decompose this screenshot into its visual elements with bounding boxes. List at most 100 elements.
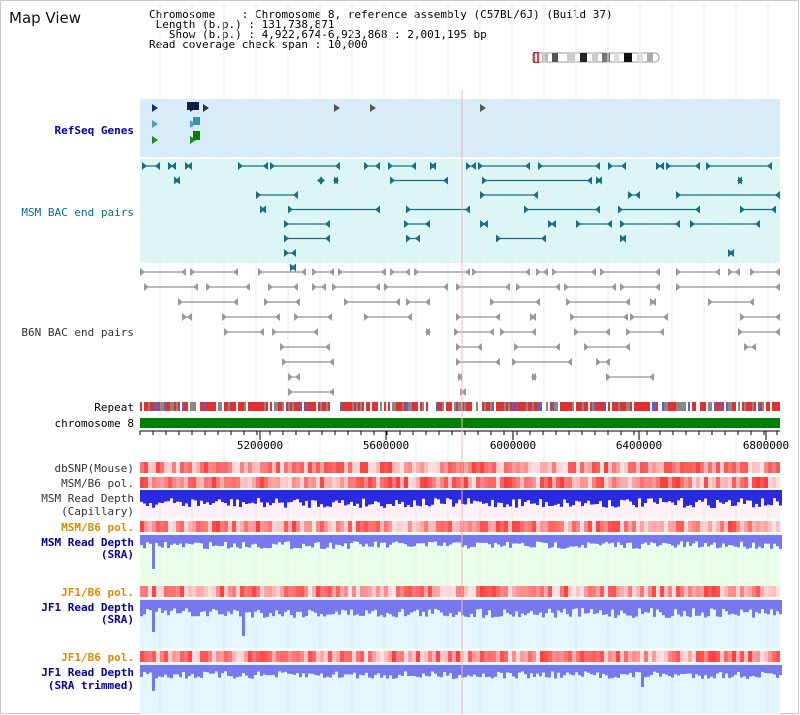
chromosome-label[interactable]: chromosome 8 bbox=[54, 417, 134, 430]
msm-capillary-depth-bar bbox=[311, 490, 314, 501]
jf1-b6-pol-heat-cell bbox=[284, 586, 288, 597]
msm-b6-pol-sra-heat-cell bbox=[204, 521, 208, 532]
msm-b6-pol-sra-heat-cell bbox=[144, 521, 148, 532]
jf1-sra-depth-bar bbox=[299, 600, 302, 612]
jf1-b6-pol-trimmed-heat-cell bbox=[208, 651, 212, 662]
msm-read-depth-sra-label[interactable]: MSM Read Depth bbox=[41, 536, 134, 549]
jf1-b6-pol-heat-cell bbox=[252, 586, 256, 597]
msm-b6-pol-heat-cell bbox=[144, 477, 148, 488]
msm-b6-pol-heat-cell bbox=[580, 477, 584, 488]
repeat-segment bbox=[456, 402, 458, 411]
jf1-sra-depth-bar bbox=[632, 600, 635, 618]
b6n-bac-end bbox=[193, 283, 198, 291]
msm-capillary-depth-bar bbox=[233, 490, 236, 507]
msm-sra-depth-bar bbox=[584, 535, 587, 548]
repeat-segment bbox=[302, 402, 304, 411]
jf1-sra-depth-bar bbox=[284, 600, 287, 612]
msm-capillary-depth-bar bbox=[260, 490, 263, 503]
msm-b6-pol-sra-label[interactable]: MSM/B6 pol. bbox=[61, 521, 134, 534]
repeat-segment bbox=[710, 402, 712, 411]
jf1-trimmed-depth-bar bbox=[212, 665, 215, 674]
msm-sra-depth-bar bbox=[650, 535, 653, 543]
msm-sra-depth-bar bbox=[338, 535, 341, 545]
dbsnp-heat-cell bbox=[516, 462, 520, 473]
jf1-read-depth-trimmed-label[interactable]: JF1 Read Depth bbox=[41, 666, 134, 679]
msm-b6-pol-sra-heat-cell bbox=[504, 521, 508, 532]
b6n-bac-end bbox=[555, 283, 560, 291]
b6n-bac-end bbox=[456, 313, 461, 321]
dbsnp-heat-cell bbox=[228, 462, 232, 473]
refseq-genes-label[interactable]: RefSeq Genes bbox=[54, 124, 134, 137]
jf1-trimmed-depth-bar bbox=[608, 665, 611, 679]
msm-b6-pol-heat-cell bbox=[680, 477, 684, 488]
jf1-b6-pol-label[interactable]: JF1/B6 pol. bbox=[61, 586, 134, 599]
msm-bac-label[interactable]: MSM BAC end pairs bbox=[21, 206, 134, 219]
jf1-b6-pol-trimmed-heat-cell bbox=[228, 651, 232, 662]
msm-capillary-depth-bar bbox=[413, 490, 416, 501]
jf1-b6-pol-trimmed-label[interactable]: JF1/B6 pol. bbox=[61, 651, 134, 664]
jf1-b6-pol-heat-cell bbox=[312, 586, 316, 597]
msm-b6-pol-sra-heat-cell bbox=[284, 521, 288, 532]
msm-b6-pol-sra-heat-cell bbox=[592, 521, 596, 532]
jf1-b6-pol-heat-cell bbox=[364, 586, 368, 597]
jf1-read-depth-sra-label[interactable]: JF1 Read Depth bbox=[41, 601, 134, 614]
b6n-bac-end bbox=[405, 268, 410, 276]
repeat-segment bbox=[738, 402, 740, 411]
msm-b6-pol-sra-heat-cell bbox=[720, 521, 724, 532]
msm-sra-depth-bar bbox=[548, 535, 551, 549]
msm-b6-pol-heat-cell bbox=[736, 477, 740, 488]
jf1-b6-pol-trimmed-heat-cell bbox=[184, 651, 188, 662]
repeat-segment bbox=[266, 402, 268, 411]
jf1-sra-depth-bar bbox=[533, 600, 536, 615]
msm-capillary-depth-bar bbox=[431, 490, 434, 505]
dbsnp-heat-cell bbox=[628, 462, 632, 473]
msm-b6-pol-label[interactable]: MSM/B6 pol. bbox=[61, 477, 134, 490]
msm-b6-pol-heat-cell bbox=[264, 477, 268, 488]
msm-sra-depth-bar bbox=[269, 535, 272, 549]
repeat-label[interactable]: Repeat bbox=[94, 401, 134, 414]
msm-capillary-depth-bar bbox=[644, 490, 647, 504]
msm-read-depth-capillary-label[interactable]: MSM Read Depth bbox=[41, 492, 134, 505]
msm-b6-pol-sra-heat-cell bbox=[160, 521, 164, 532]
jf1-trimmed-depth-bar bbox=[335, 665, 338, 672]
jf1-trimmed-depth-bar bbox=[500, 665, 503, 673]
dbsnp-label[interactable]: dbSNP(Mouse) bbox=[54, 462, 134, 475]
jf1-trimmed-depth-bar bbox=[317, 665, 320, 676]
msm-b6-pol-heat-cell bbox=[748, 477, 752, 488]
msm-sra-depth-bar bbox=[668, 535, 671, 544]
msm-sra-depth-bar bbox=[767, 535, 770, 544]
b6n-bac-end bbox=[512, 358, 517, 366]
jf1-sra-depth-bar bbox=[167, 600, 170, 616]
msm-sra-depth-bar bbox=[704, 535, 707, 544]
msm-b6-pol-heat-cell bbox=[400, 477, 404, 488]
chromosome-ideogram[interactable] bbox=[532, 52, 660, 63]
msm-sra-depth-bar bbox=[374, 535, 377, 542]
b6n-bac-label[interactable]: B6N BAC end pairs bbox=[21, 326, 134, 339]
msm-capillary-depth-bar bbox=[179, 490, 182, 502]
jf1-b6-pol-heat-cell bbox=[624, 586, 628, 597]
axis-tick-label: 6800000 bbox=[743, 439, 789, 452]
msm-b6-pol-sra-heat-cell bbox=[624, 521, 628, 532]
msm-capillary-depth-bar bbox=[602, 490, 605, 508]
msm-b6-pol-sra-heat-cell bbox=[464, 521, 468, 532]
jf1-b6-pol-trimmed-heat-cell bbox=[648, 651, 652, 662]
jf1-sra-depth-bar bbox=[440, 600, 443, 613]
msm-bac-end bbox=[325, 234, 330, 243]
msm-b6-pol-heat-cell bbox=[248, 477, 252, 488]
jf1-trimmed-depth-bar bbox=[665, 665, 668, 675]
jf1-sra-depth-bar bbox=[512, 600, 515, 617]
msm-capillary-depth-bar bbox=[257, 490, 260, 499]
jf1-trimmed-depth-bar bbox=[356, 665, 359, 679]
jf1-sra-depth-bar bbox=[269, 600, 272, 614]
jf1-b6-pol-heat-cell bbox=[712, 586, 716, 597]
repeat-segment bbox=[760, 402, 762, 411]
msm-sra-depth-bar bbox=[392, 535, 395, 543]
jf1-b6-pol-trimmed-heat-cell bbox=[580, 651, 584, 662]
repeat-segment bbox=[504, 402, 506, 411]
repeat-segment bbox=[652, 402, 654, 411]
repeat-segment bbox=[432, 402, 434, 411]
b6n-bac-end bbox=[659, 328, 664, 336]
jf1-b6-pol-trimmed-heat-cell bbox=[628, 651, 632, 662]
msm-capillary-depth-bar bbox=[575, 490, 578, 501]
